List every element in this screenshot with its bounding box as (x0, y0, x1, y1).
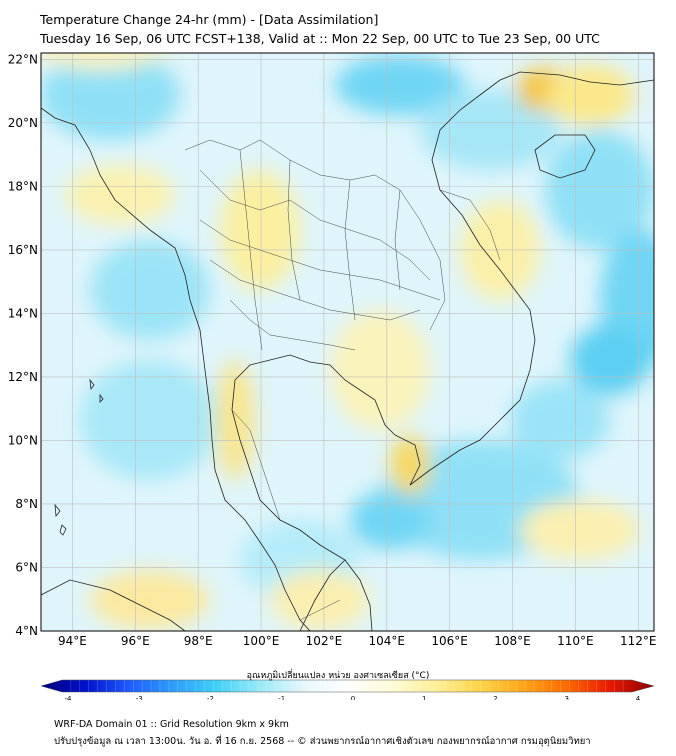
colorbar-tick-label: -2 (207, 695, 214, 700)
colorbar-tick-label: 3 (565, 695, 569, 700)
longitude-tick-label: 110°E (557, 634, 594, 648)
longitude-labels: 94°E 96°E 98°E 100°E 102°E 104°E 106°E 108°E 110… (58, 634, 657, 648)
colorbar-body (40, 679, 655, 693)
latitude-tick-label: 12°N (8, 370, 38, 384)
gridlines (41, 53, 654, 631)
longitude-tick-label: 104°E (369, 634, 406, 648)
longitude-tick-label: 102°E (306, 634, 343, 648)
latitude-tick-label: 20°N (8, 116, 38, 130)
colorbar-tick-label: -1 (278, 695, 285, 700)
colorbar-tick-label: 2 (493, 695, 497, 700)
latitude-tick-label: 4°N (15, 624, 38, 638)
longitude-tick-label: 98°E (184, 634, 213, 648)
temperature-change-map: 4°N 6°N 8°N 10°N 12°N 14°N 16°N 18°N 20°N 22°N 94… (8, 52, 657, 700)
longitude-tick-label: 112°E (620, 634, 657, 648)
latitude-tick-label: 22°N (8, 52, 38, 66)
longitude-tick-label: 96°E (121, 634, 150, 648)
footer-update-info: ปรับปรุงข้อมูล ณ เวลา 13:00น. วัน อ. ที่… (54, 736, 591, 747)
colorbar-tick-label: -4 (65, 695, 73, 700)
colorbar-title: อุณหภูมิเปลี่ยนแปลง หน่วย องศาเซลเซียส (… (246, 671, 430, 681)
temperature-field (41, 53, 654, 631)
latitude-tick-label: 18°N (8, 179, 38, 193)
map-subtitle: Tuesday 16 Sep, 06 UTC FCST+138, Valid a… (40, 31, 600, 46)
longitude-tick-label: 108°E (494, 634, 531, 648)
colorbar: -4 -3 -2 -1 0 1 2 3 4 (40, 679, 655, 700)
longitude-tick-label: 100°E (243, 634, 280, 648)
longitude-tick-label: 106°E (431, 634, 468, 648)
colorbar-tick-label: 1 (422, 695, 426, 700)
latitude-tick-label: 16°N (8, 243, 38, 257)
longitude-tick-label: 94°E (58, 634, 87, 648)
latitude-tick-label: 10°N (8, 433, 38, 447)
province-borders (184, 139, 501, 621)
colorbar-tick-label: -3 (136, 695, 143, 700)
latitude-labels: 4°N 6°N 8°N 10°N 12°N 14°N 16°N 18°N 20°N 22°N (8, 52, 38, 638)
colorbar-tick-label: 4 (636, 695, 641, 700)
map-frame (40, 52, 655, 632)
latitude-tick-label: 6°N (15, 560, 38, 574)
map-title: Temperature Change 24-hr (mm) - [Data As… (40, 12, 379, 27)
footer-model-info: WRF-DA Domain 01 :: Grid Resolution 9km … (54, 719, 289, 730)
latitude-tick-label: 8°N (15, 497, 38, 511)
colorbar-labels: -4 -3 -2 -1 0 1 2 3 4 (65, 695, 641, 700)
colorbar-tick-label: 0 (351, 695, 355, 700)
latitude-tick-label: 14°N (8, 306, 38, 320)
coastlines (41, 71, 654, 631)
